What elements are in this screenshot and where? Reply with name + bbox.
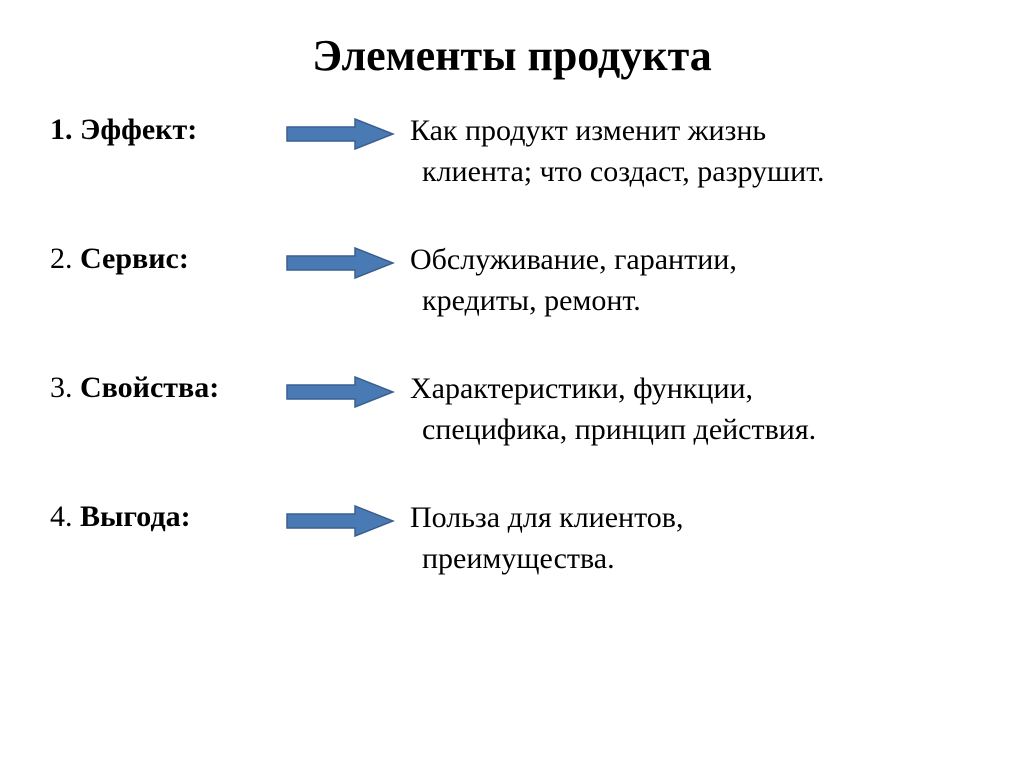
item-list: 1. Эффект: Как продукт изменит жизнь кли… — [50, 111, 974, 579]
desc-line: кредиты, ремонт. — [410, 281, 974, 322]
item-label: 3. Свойства: — [50, 369, 280, 405]
item-number: 4. — [50, 500, 73, 533]
desc-line: Как продукт изменит жизнь — [410, 111, 974, 152]
item-term: Эффект: — [80, 113, 197, 146]
arrow-icon — [280, 111, 400, 151]
desc-line: Обслуживание, гарантии, — [410, 240, 974, 281]
list-item: 4. Выгода: Польза для клиентов, преимуще… — [50, 498, 974, 579]
desc-line: Характеристики, функции, — [410, 369, 974, 410]
page-title: Элементы продукта — [50, 30, 974, 81]
item-term: Выгода: — [80, 500, 191, 533]
item-label: 4. Выгода: — [50, 498, 280, 534]
list-item: 1. Эффект: Как продукт изменит жизнь кли… — [50, 111, 974, 192]
item-description: Польза для клиентов, преимущества. — [400, 498, 974, 579]
item-description: Характеристики, функции, специфика, прин… — [400, 369, 974, 450]
item-label: 1. Эффект: — [50, 111, 280, 147]
list-item: 3. Свойства: Характеристики, функции, сп… — [50, 369, 974, 450]
desc-line: клиента; что создаст, разрушит. — [410, 152, 974, 193]
item-number: 2. — [50, 242, 73, 275]
item-term: Свойства: — [80, 371, 219, 404]
item-number: 1. — [50, 113, 73, 146]
arrow-icon — [280, 240, 400, 280]
desc-line: преимущества. — [410, 539, 974, 580]
item-description: Как продукт изменит жизнь клиента; что с… — [400, 111, 974, 192]
desc-line: специфика, принцип действия. — [410, 410, 974, 451]
desc-line: Польза для клиентов, — [410, 498, 974, 539]
item-label: 2. Сервис: — [50, 240, 280, 276]
list-item: 2. Сервис: Обслуживание, гарантии, креди… — [50, 240, 974, 321]
item-term: Сервис: — [80, 242, 189, 275]
arrow-icon — [280, 498, 400, 538]
item-number: 3. — [50, 371, 73, 404]
item-description: Обслуживание, гарантии, кредиты, ремонт. — [400, 240, 974, 321]
arrow-icon — [280, 369, 400, 409]
